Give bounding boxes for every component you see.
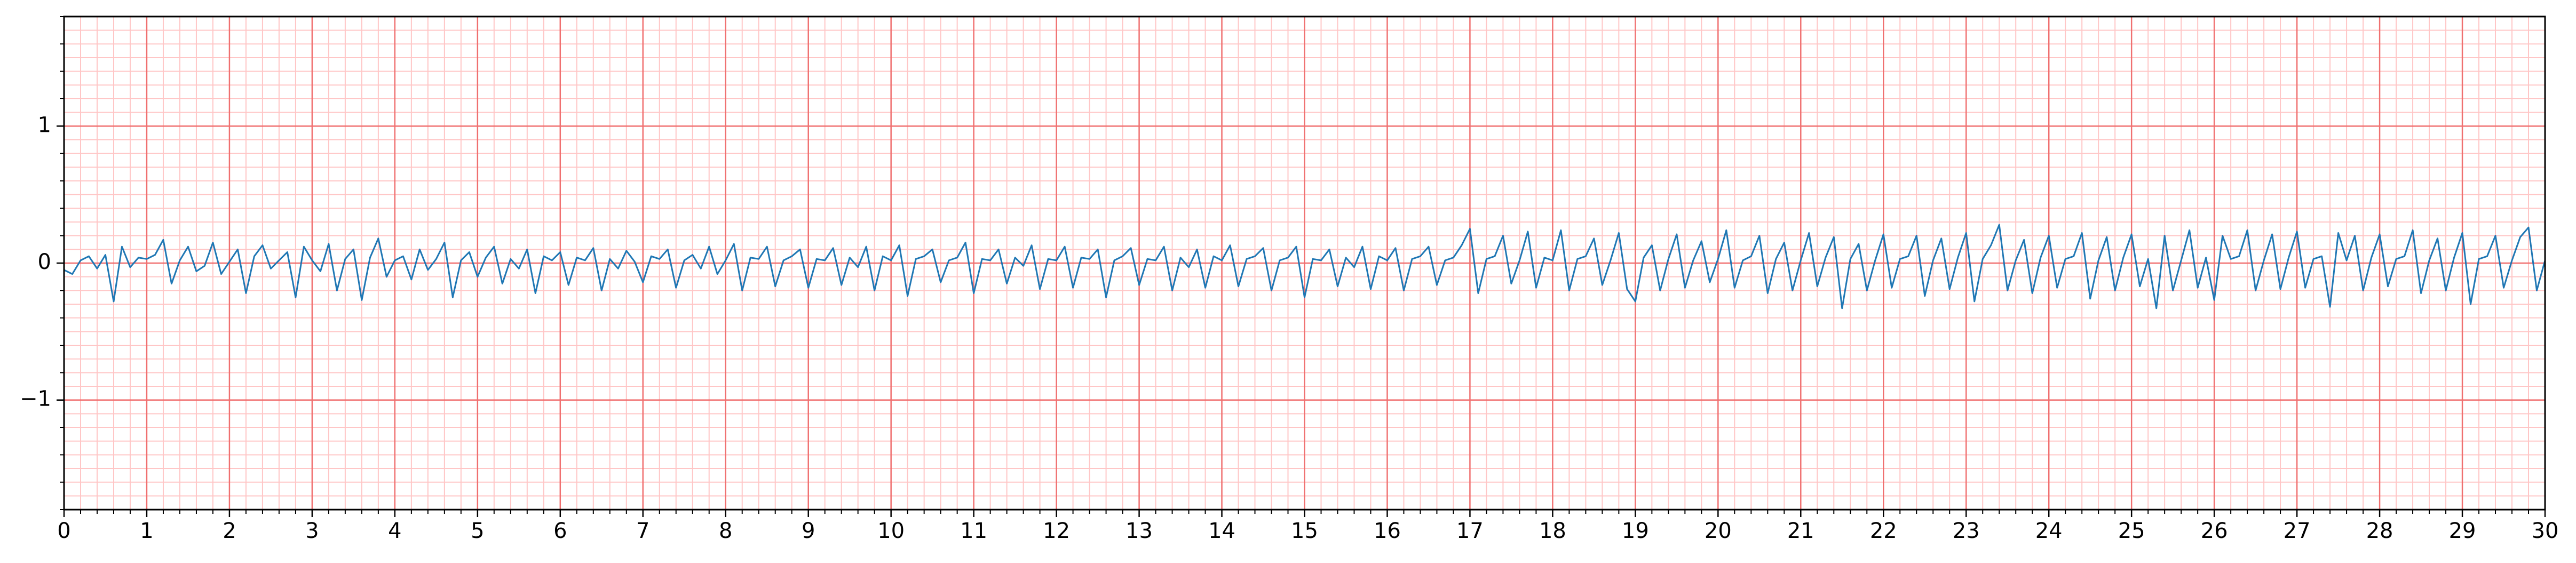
x-tick-label: 18 <box>1539 519 1566 543</box>
x-tick-label: 27 <box>2284 519 2311 543</box>
ecg-line <box>64 224 2546 310</box>
x-tick-label: 28 <box>2366 519 2393 543</box>
x-tick-label: 8 <box>719 519 732 543</box>
x-tick-label: 1 <box>140 519 153 543</box>
x-tick-label: 24 <box>2035 519 2063 543</box>
x-tick-label: 21 <box>1787 519 1814 543</box>
y-tick-label: −1 <box>20 387 51 411</box>
x-tick-label: 7 <box>636 519 649 543</box>
x-tick-label: 3 <box>305 519 319 543</box>
plot-frame <box>63 15 2546 511</box>
x-tick-label: 14 <box>1208 519 1235 543</box>
x-tick-label: 16 <box>1374 519 1401 543</box>
x-tick-label: 29 <box>2449 519 2476 543</box>
x-tick-label: 12 <box>1043 519 1070 543</box>
x-tick-label: 4 <box>388 519 401 543</box>
axes: 0 1 2 3 4 5 6 7 8 9 10 11 12 13 14 15 16 17 18 19 20 21 22 23 24… <box>20 15 2559 543</box>
x-tick-label: 26 <box>2201 519 2228 543</box>
x-tick-label: 17 <box>1456 519 1484 543</box>
y-tick-label: 1 <box>38 113 51 137</box>
x-tick-label: 13 <box>1125 519 1153 543</box>
x-tick-label: 30 <box>2532 519 2559 543</box>
plot <box>64 224 2546 310</box>
x-tick-label: 20 <box>1705 519 1732 543</box>
major-grid <box>63 17 2546 510</box>
x-tick-label: 23 <box>1953 519 1980 543</box>
x-tick-label: 0 <box>57 519 70 543</box>
x-tick-label: 10 <box>877 519 905 543</box>
x-tick-label: 9 <box>802 519 815 543</box>
x-tick-label: 19 <box>1622 519 1649 543</box>
x-tick-label: 6 <box>553 519 567 543</box>
x-tick-label: 2 <box>223 519 236 543</box>
x-tick-label: 5 <box>471 519 484 543</box>
x-tick-label: 11 <box>960 519 987 543</box>
x-tick-label: 25 <box>2118 519 2145 543</box>
x-tick-label: 15 <box>1291 519 1318 543</box>
y-tick-label: 0 <box>38 250 51 274</box>
x-tick-label: 22 <box>1870 519 1897 543</box>
